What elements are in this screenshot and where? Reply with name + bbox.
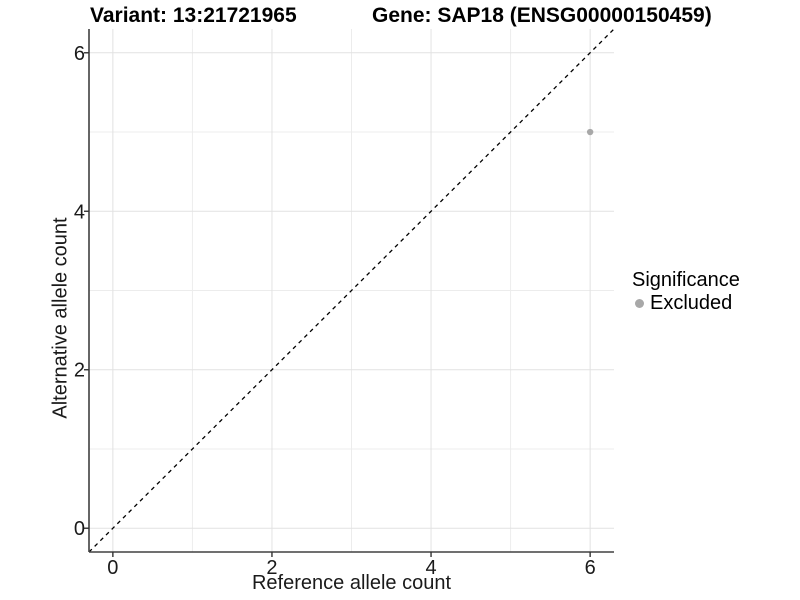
y-tick-label: 0 [74,518,85,540]
y-axis-title: Alternative allele count [49,217,72,419]
y-tick-label: 2 [74,360,85,382]
y-tick-label: 4 [74,201,85,223]
identity-reference-line [88,28,615,553]
x-axis-title: Reference allele count [251,572,451,594]
variant-title: Variant: 13:21721965 [90,4,297,27]
legend-item-label: Excluded [650,292,733,314]
data-point [586,128,594,136]
x-tick-label: 6 [585,557,596,579]
legend-item: Excluded [629,292,740,315]
x-tick-label: 2 [266,557,277,579]
legend-point-icon [635,299,644,308]
gene-title: Gene: SAP18 (ENSG00000150459) [372,4,712,27]
y-tick-label: 6 [74,43,85,65]
x-tick-label: 0 [107,557,118,579]
legend: Significance Excluded [629,269,740,315]
x-tick-label: 4 [425,557,436,579]
legend-title: Significance [632,269,740,291]
